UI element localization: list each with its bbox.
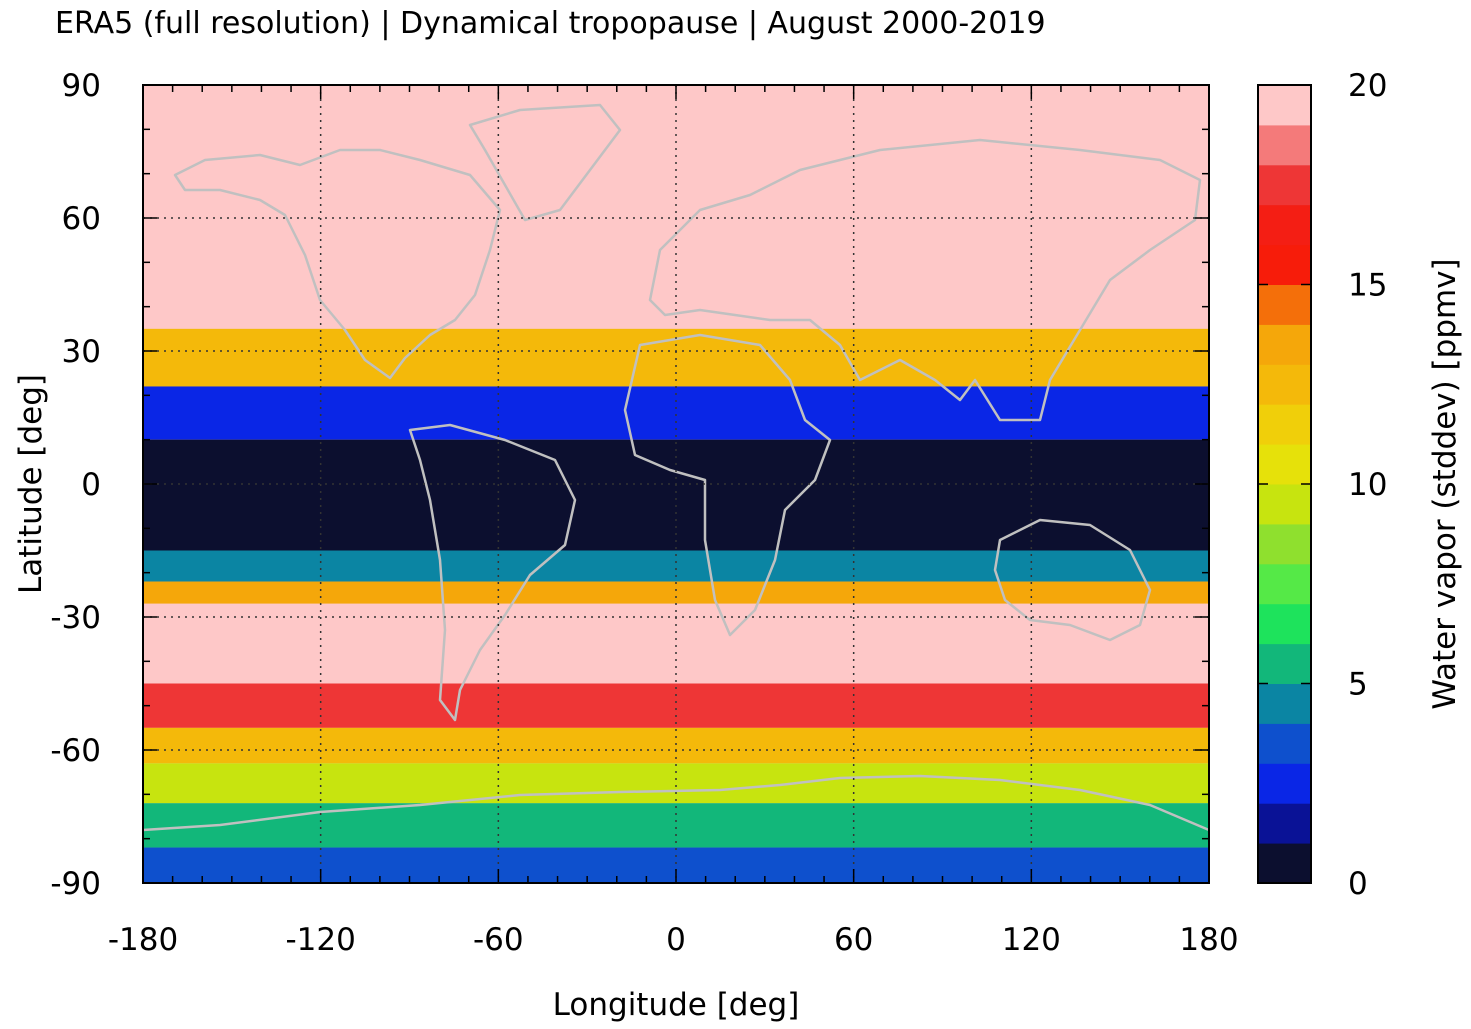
coastline-australia [993,518,1152,642]
colorbar-step [1258,843,1311,884]
x-axis-label: Longitude [deg] [553,987,800,1023]
chart-title: ERA5 (full resolution) | Dynamical tropo… [55,6,1046,41]
colorbar-step [1258,484,1311,525]
x-tick-label: 180 [1179,922,1238,958]
y-tick-label: 90 [62,68,101,104]
colorbar-step [1258,803,1311,844]
colorbar-step [1258,284,1311,325]
colorbar-step [1258,763,1311,804]
x-tick-label: -180 [108,922,178,958]
colorbar-tick-label: 10 [1348,467,1387,503]
y-axis-label: Latitude [deg] [13,374,49,594]
y-tick-label: 60 [62,201,101,237]
zonal-band-7 [143,683,1209,728]
colorbar-step [1258,204,1311,246]
zonal-band-6 [143,603,1209,684]
x-tick-label: -120 [285,922,355,958]
y-tick-label: 30 [62,334,101,370]
colorbar-step [1258,164,1311,206]
colorbar-step [1258,444,1311,485]
coastline-africa [623,333,832,637]
heatmap [142,84,1210,884]
x-tick-label: 0 [666,922,686,958]
x-tick-label: -60 [473,922,524,958]
colorbar-tick-label: 20 [1348,68,1387,104]
zonal-bands [143,85,1209,883]
colorbar-step [1258,244,1311,285]
coastline-south-america [408,423,577,722]
gridlines [143,85,1209,883]
colorbar-step [1258,683,1311,724]
zonal-band-3 [143,439,1209,551]
colorbar-tick-label: 0 [1348,866,1368,902]
x-tick-label: 60 [834,922,873,958]
colorbar-tick-labels: 20 15 10 5 0 [1258,68,1387,902]
y-tick-label: -60 [50,733,101,769]
x-tick-label: 120 [1002,922,1061,958]
coastline-greenland [468,103,622,222]
colorbar-step [1258,523,1311,565]
colorbar-tick-label: 5 [1348,667,1368,703]
x-tick-labels: -180 -120 -60 0 60 120 180 [108,922,1239,958]
y-tick-label: -30 [50,600,101,636]
zonal-band-10 [143,803,1209,848]
colorbar: 20 15 10 5 0 Water vapor (stddev) [ppmv] [1257,68,1463,902]
colorbar-step [1258,124,1311,166]
colorbar-step [1258,563,1311,605]
colorbar-step [1258,603,1311,645]
colorbar-step [1258,364,1311,405]
colorbar-label: Water vapor (stddev) [ppmv] [1427,258,1463,709]
colorbar-step [1258,723,1311,764]
coastlines [142,103,1210,832]
y-tick-label: 0 [81,467,101,503]
colorbar-step [1258,643,1311,684]
colorbar-tick-label: 15 [1348,268,1387,304]
zonal-band-2 [143,386,1209,440]
colorbar-step [1258,85,1311,126]
colorbar-steps [1258,85,1311,884]
y-tick-labels: 90 60 30 0 -30 -60 -90 [50,68,101,902]
zonal-band-9 [143,763,1209,804]
zonal-band-5 [143,581,1209,604]
y-tick-label: -90 [50,866,101,902]
colorbar-step [1258,324,1311,365]
colorbar-step [1258,404,1311,445]
coastline-antarctica [142,774,1210,832]
tick-marks [142,84,1210,884]
coastline-north-america [173,148,502,380]
